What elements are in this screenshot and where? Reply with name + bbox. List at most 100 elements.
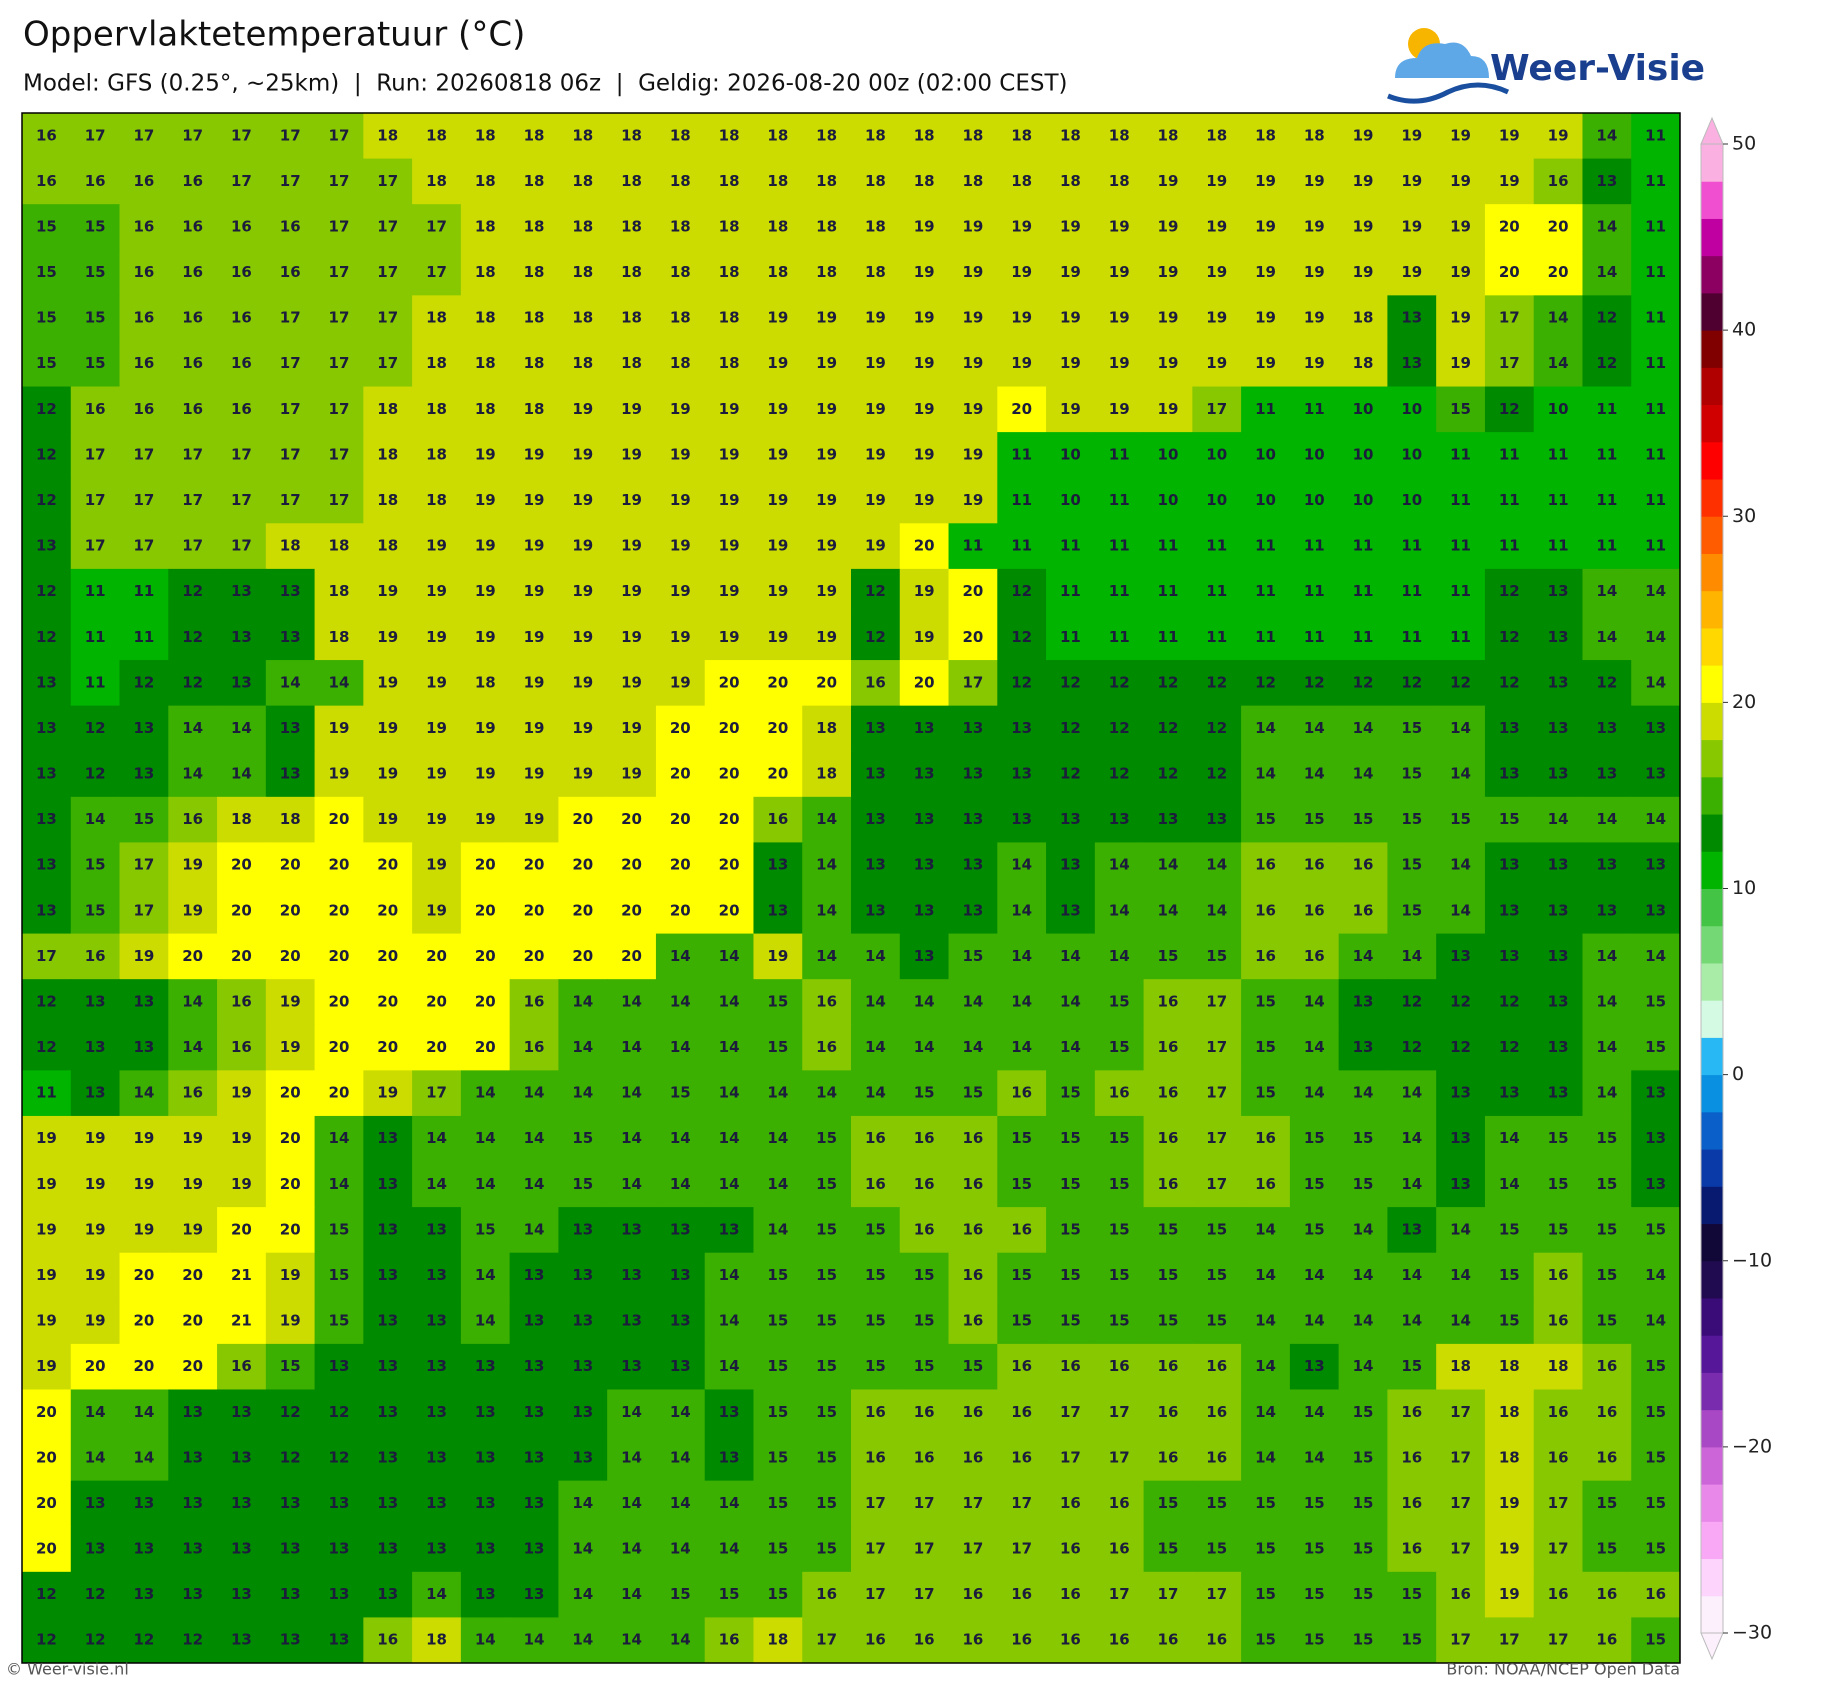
- temp-cell: [1143, 1115, 1193, 1163]
- temp-cell: [119, 1526, 169, 1573]
- temp-cell: [509, 1024, 559, 1071]
- temp-label: 17: [280, 354, 301, 372]
- temp-label: 12: [1255, 673, 1276, 691]
- temp-cell: [558, 340, 608, 388]
- temp-cell: [997, 842, 1047, 889]
- temp-label: 14: [865, 1084, 886, 1102]
- temp-label: 14: [1255, 765, 1276, 783]
- temp-label: 18: [1548, 1357, 1569, 1375]
- temp-label: 19: [572, 582, 593, 600]
- temp-cell: [168, 1571, 218, 1618]
- temp-label: 14: [816, 856, 837, 874]
- temp-label: 18: [377, 445, 398, 463]
- temp-label: 19: [962, 445, 983, 463]
- temp-cell: [1631, 1343, 1681, 1390]
- temp-label: 11: [1255, 628, 1276, 646]
- temp-cell: [997, 1343, 1047, 1390]
- temp-label: 16: [865, 1448, 886, 1466]
- temp-cell: [704, 249, 754, 296]
- temp-label: 20: [377, 856, 398, 874]
- temp-cell: [1484, 113, 1535, 160]
- temp-label: 18: [377, 537, 398, 555]
- temp-label: 19: [1304, 354, 1325, 372]
- temp-cell: [753, 751, 803, 798]
- temp-label: 14: [719, 1038, 740, 1056]
- temp-label: 12: [1401, 992, 1422, 1010]
- temp-label: 14: [1011, 947, 1032, 965]
- temp-label: 19: [182, 1175, 203, 1193]
- temp-label: 14: [1548, 810, 1569, 828]
- temp-label: 15: [767, 1540, 788, 1558]
- temp-cell: [1387, 1252, 1437, 1299]
- temp-label: 19: [914, 582, 935, 600]
- temp-label: 15: [816, 1129, 837, 1147]
- temp-cell: [1582, 660, 1632, 707]
- temp-cell: [509, 933, 559, 980]
- temp-label: 17: [962, 1494, 983, 1512]
- temp-cell: [265, 432, 316, 479]
- temp-cell: [753, 1526, 803, 1573]
- temp-cell: [851, 1115, 901, 1163]
- temp-cell: [1241, 1070, 1291, 1117]
- temp-label: 15: [1109, 1220, 1130, 1238]
- temp-cell: [1338, 158, 1388, 205]
- temp-cell: [997, 1207, 1047, 1254]
- temp-label: 19: [1304, 217, 1325, 235]
- temp-label: 18: [426, 126, 447, 144]
- temp-cell: [802, 204, 852, 251]
- temp-label: 15: [1401, 1357, 1422, 1375]
- temp-label: 17: [914, 1494, 935, 1512]
- temp-cell: [363, 1571, 413, 1618]
- temp-cell: [1436, 1526, 1486, 1573]
- temp-label: 14: [621, 1540, 642, 1558]
- temp-cell: [1582, 888, 1632, 935]
- temp-label: 17: [1450, 1403, 1471, 1421]
- colorbar-tick-label: −20: [1732, 1435, 1772, 1457]
- temp-label: 19: [719, 400, 740, 418]
- temp-cell: [704, 386, 754, 433]
- temp-label: 16: [1401, 1540, 1422, 1558]
- temp-cell: [217, 204, 267, 251]
- temp-cell: [217, 523, 267, 570]
- temp-cell: [119, 660, 169, 707]
- temp-label: 12: [182, 673, 203, 691]
- temp-cell: [1582, 1343, 1632, 1390]
- temp-label: 13: [377, 1220, 398, 1238]
- temp-cell: [314, 295, 364, 342]
- temp-cell: [753, 888, 803, 935]
- temp-label: 18: [621, 263, 642, 281]
- temp-label: 20: [767, 719, 788, 737]
- temp-cell: [948, 1571, 998, 1618]
- temp-cell: [119, 705, 169, 752]
- temp-cell: [1533, 340, 1583, 388]
- temp-label: 15: [1206, 1540, 1227, 1558]
- temp-label: 18: [670, 309, 691, 327]
- temp-cell: [1143, 1161, 1193, 1208]
- temp-cell: [22, 1571, 72, 1618]
- temp-label: 14: [1109, 901, 1130, 919]
- temp-label: 10: [1060, 445, 1081, 463]
- temp-label: 19: [377, 628, 398, 646]
- temp-label: 17: [1206, 1084, 1227, 1102]
- temp-cell: [1533, 660, 1583, 707]
- temp-cell: [1436, 933, 1486, 980]
- temp-label: 19: [475, 765, 496, 783]
- temp-label: 12: [1596, 354, 1617, 372]
- temp-label: 18: [524, 126, 545, 144]
- temp-cell: [1533, 1298, 1583, 1345]
- temp-label: 13: [1548, 582, 1569, 600]
- temp-label: 16: [1353, 901, 1374, 919]
- temp-cell: [1387, 1298, 1437, 1345]
- temp-label: 13: [524, 1357, 545, 1375]
- temp-cell: [607, 158, 657, 205]
- temp-label: 15: [1304, 1540, 1325, 1558]
- temp-label: 12: [1450, 1038, 1471, 1056]
- temp-label: 16: [1011, 1448, 1032, 1466]
- temp-cell: [558, 1161, 608, 1208]
- temp-cell: [1484, 979, 1535, 1026]
- temp-cell: [1484, 933, 1535, 980]
- temp-cell: [851, 523, 901, 570]
- temp-label: 16: [1158, 1357, 1179, 1375]
- temp-label: 13: [426, 1220, 447, 1238]
- temp-cell: [363, 796, 413, 843]
